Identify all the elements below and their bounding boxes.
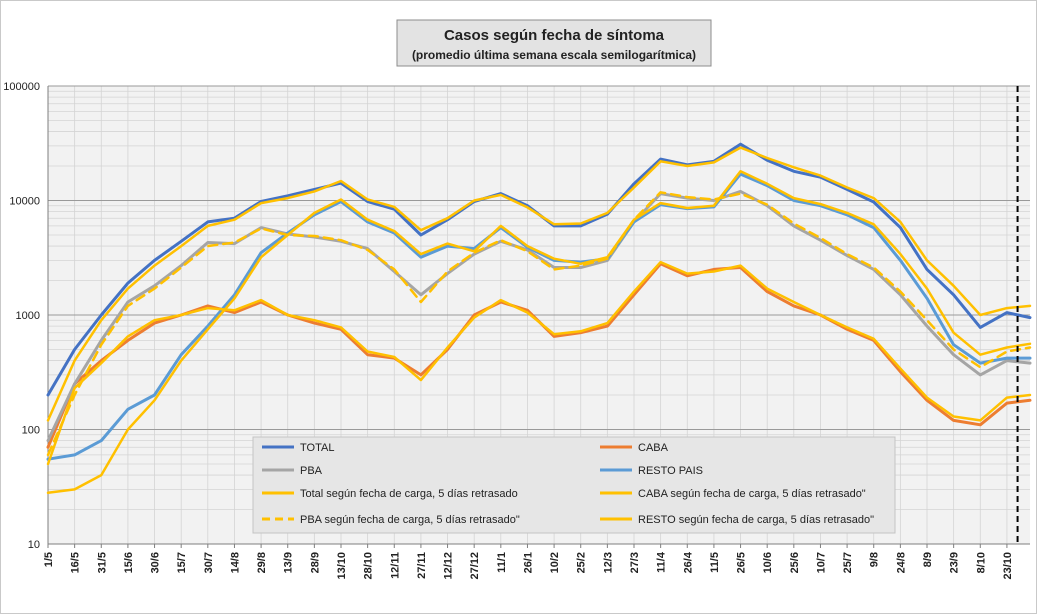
x-tick-label: 30/7 — [203, 552, 215, 573]
x-tick-label: 27/3 — [629, 552, 641, 573]
series-line-5 — [46, 260, 1032, 466]
legend-label: TOTAL — [300, 442, 334, 454]
x-tick-label: 11/4 — [656, 551, 668, 573]
x-tick-label: 26/4 — [682, 551, 694, 573]
x-tick-label: 12/12 — [443, 552, 455, 580]
x-tick-label: 27/12 — [469, 552, 481, 580]
x-tick-label: 10/7 — [815, 552, 827, 573]
y-tick-label: 100 — [22, 425, 40, 437]
y-axis: 10 100 1000 10000 100000 — [3, 81, 40, 551]
x-tick-label: 27/11 — [416, 552, 428, 579]
legend-label: RESTO según fecha de carga, 5 días retra… — [638, 514, 874, 526]
series-line-4 — [46, 146, 1032, 422]
title-box: Casos según fecha de síntoma (promedio ú… — [396, 19, 712, 67]
x-tick-label: 10/6 — [762, 552, 774, 573]
y-tick-label: 1000 — [16, 310, 40, 322]
x-tick-label: 13/9 — [283, 552, 295, 573]
legend-label: CABA — [638, 442, 669, 454]
x-tick-label: 14/8 — [229, 552, 241, 573]
x-tick-label: 25/6 — [789, 552, 801, 573]
series-line-3 — [46, 172, 1032, 461]
series-line-6 — [46, 191, 1032, 457]
x-axis: 1/5 16/5 31/5 15/6 30/6 15/7 30/7 14/8 29/8 13/9 2… — [43, 544, 1014, 580]
series-line-7 — [46, 170, 1032, 495]
x-tick-label: 28/9 — [309, 552, 321, 573]
x-tick-label: 11/5 — [709, 552, 721, 573]
legend-label: PBA según fecha de carga, 5 días retrasa… — [300, 514, 520, 526]
y-tick-label: 100000 — [3, 81, 40, 93]
legend-label: Total según fecha de carga, 5 días retra… — [300, 488, 518, 500]
x-tick-label: 29/8 — [256, 552, 268, 573]
x-tick-label: 24/8 — [895, 552, 907, 573]
x-tick-label: 9/8 — [869, 552, 881, 567]
x-tick-label: 12/11 — [389, 552, 401, 579]
x-tick-label: 25/7 — [842, 552, 854, 573]
x-tick-label: 23/10 — [1002, 552, 1014, 580]
x-tick-label: 31/5 — [96, 552, 108, 573]
x-tick-label: 8/10 — [975, 552, 987, 573]
y-tick-label: 10000 — [9, 196, 40, 208]
x-tick-label: 8/9 — [922, 552, 934, 567]
x-tick-label: 23/9 — [949, 552, 961, 573]
legend-box — [252, 436, 896, 534]
x-tick-label: 15/7 — [176, 552, 188, 573]
x-tick-label: 16/5 — [70, 552, 82, 573]
x-tick-label: 26/5 — [736, 552, 748, 573]
x-tick-label: 30/6 — [150, 552, 162, 573]
x-tick-label: 26/1 — [522, 552, 534, 573]
x-tick-label: 1/5 — [43, 552, 55, 567]
x-tick-label: 15/6 — [123, 552, 135, 573]
x-tick-label: 12/3 — [602, 552, 614, 573]
x-tick-label: 11/1 — [496, 552, 508, 573]
legend-label: CABA según fecha de carga, 5 días retras… — [638, 488, 866, 500]
x-tick-label: 13/10 — [336, 552, 348, 580]
legend-label: PBA — [300, 465, 323, 477]
x-tick-label: 25/2 — [576, 552, 588, 573]
x-tick-label: 28/10 — [363, 552, 375, 580]
series-layer — [46, 142, 1032, 495]
chart-subtitle: (promedio última semana escala semilogar… — [412, 48, 696, 62]
chart-title: Casos según fecha de síntoma — [444, 27, 665, 44]
y-tick-label: 10 — [28, 539, 40, 551]
legend: TOTAL CABA PBA RESTO PAIS Total según fecha … — [252, 436, 896, 534]
grid-major — [47, 85, 1030, 545]
legend-label: RESTO PAIS — [638, 465, 703, 477]
x-tick-label: 10/2 — [549, 552, 561, 573]
series-line-2 — [46, 189, 1032, 443]
